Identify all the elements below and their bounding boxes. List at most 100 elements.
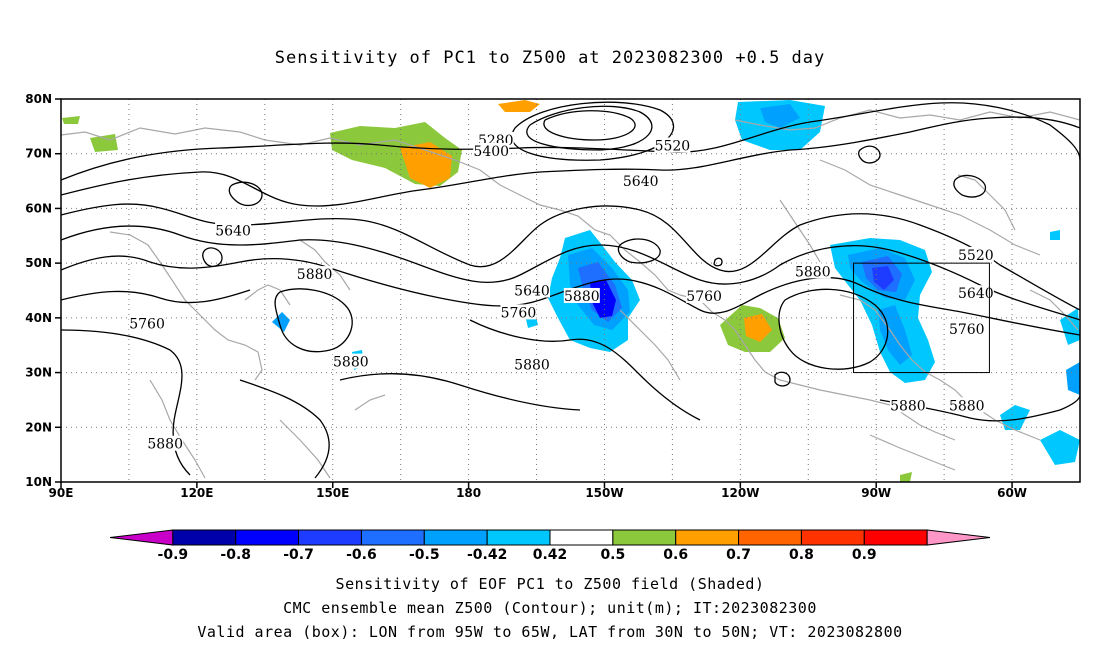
footer-line-1: Sensitivity of EOF PC1 to Z500 field (Sh… — [335, 575, 765, 593]
contour-line — [60, 116, 1081, 207]
contour-label: 5880 — [564, 289, 600, 305]
colorbar-segment — [738, 529, 802, 546]
contour-label: 5760 — [501, 305, 537, 321]
shading-blob — [62, 116, 80, 124]
coastline — [839, 294, 941, 381]
contour-line — [543, 110, 636, 141]
contour-line — [60, 225, 1081, 321]
colorbar-label: 0.8 — [789, 547, 814, 563]
lat-label: 60N — [25, 201, 52, 215]
colorbar-segment — [172, 529, 237, 546]
colorbar-segment — [298, 529, 362, 546]
contour-label-bg — [957, 246, 994, 262]
contour-label: 5880 — [795, 264, 831, 280]
lat-label: 20N — [25, 420, 52, 434]
lon-label: 60W — [997, 486, 1027, 500]
contour-label: 5760 — [949, 322, 985, 338]
colorbar-label: 0.42 — [533, 547, 568, 563]
contour-label: 5640 — [215, 223, 251, 239]
contour-label-bg — [889, 397, 926, 413]
colorbar-segment — [423, 529, 488, 546]
contour-line — [713, 257, 723, 267]
coastline — [279, 419, 331, 479]
shading-blob — [872, 266, 894, 290]
colorbar-label: 0.5 — [600, 547, 625, 563]
plot-title: Sensitivity of PC1 to Z500 at 2023082300… — [274, 48, 826, 68]
lat-label: 30N — [25, 366, 52, 380]
coastline — [734, 109, 1081, 131]
contour-line — [858, 145, 881, 164]
valid-area-box — [853, 262, 990, 374]
shading-blob — [1050, 230, 1060, 240]
contour-label-bg — [514, 356, 551, 372]
colorbar-segment — [360, 529, 425, 546]
colorbar-segment — [675, 529, 740, 546]
coastline — [819, 159, 1041, 256]
coastline — [109, 231, 263, 381]
lon-label: 90W — [861, 486, 891, 500]
coastline — [244, 284, 291, 306]
shading-blob — [400, 142, 452, 188]
contour-line — [239, 379, 330, 479]
coastline — [869, 434, 956, 471]
contour-label-bg — [686, 287, 723, 303]
shading-blob — [272, 312, 290, 332]
colorbar-segment — [549, 529, 614, 546]
coastline — [299, 239, 351, 291]
colorbar-label: 0.9 — [852, 547, 877, 563]
contour-label: 5400 — [473, 144, 509, 160]
colorbar-segment — [235, 529, 300, 546]
contour-line — [953, 174, 987, 198]
contour-line — [774, 371, 791, 387]
contour-label-bg — [215, 222, 252, 238]
contour-label-bg — [622, 173, 659, 189]
contour-label: 5880 — [297, 267, 333, 283]
contour-label-bg — [147, 435, 184, 451]
lat-label: 80N — [25, 92, 52, 106]
coastline — [1029, 289, 1079, 331]
contour-label-bg — [129, 315, 166, 331]
lon-label: 120E — [180, 486, 213, 500]
contour-label-bg — [332, 353, 369, 369]
contour-line — [274, 288, 353, 353]
contour-label-bg — [500, 304, 537, 320]
contour-line — [617, 238, 661, 264]
contour-label-bg — [957, 285, 994, 301]
coastline — [779, 199, 821, 263]
shading-blob — [1060, 308, 1080, 345]
contour-label: 5520 — [655, 139, 691, 155]
colorbar: -0.9 -0.8 -0.7 -0.6 -0.5 -0.42 0.42 0.5 0.6 0.7 0.… — [109, 529, 991, 563]
map-frame — [60, 98, 1081, 483]
contour-label-bg — [948, 320, 985, 336]
colorbar-label: 0.7 — [726, 547, 751, 563]
coastlines — [60, 109, 1081, 479]
contour-line — [60, 289, 251, 304]
coastline — [764, 371, 956, 441]
shading-blob — [1066, 362, 1080, 395]
coastline — [149, 379, 206, 479]
lat-label: 70N — [25, 147, 52, 161]
contour-label-bg — [794, 263, 831, 279]
colorbar-label: -0.8 — [220, 547, 251, 563]
contour-line — [60, 102, 1081, 181]
coastline — [479, 169, 681, 296]
lon-label: 90E — [49, 486, 74, 500]
contour-label-bg — [654, 137, 691, 153]
lon-label: 150E — [316, 486, 349, 500]
shading-blob — [760, 104, 800, 128]
shading-blob — [498, 100, 540, 112]
lat-label: 40N — [25, 311, 52, 325]
contour-label: 5760 — [129, 316, 165, 332]
contour-line — [778, 288, 889, 370]
contour-label: 5640 — [958, 286, 994, 302]
contour-label: 5760 — [686, 289, 722, 305]
colorbar-label: -0.5 — [409, 547, 440, 563]
colorbar-label: -0.7 — [283, 547, 314, 563]
shading-blob — [744, 314, 772, 342]
colorbar-arrow-high — [926, 529, 991, 546]
colorbar-segment — [486, 529, 551, 546]
contour-line — [60, 329, 191, 476]
lat-label: 50N — [25, 256, 52, 270]
